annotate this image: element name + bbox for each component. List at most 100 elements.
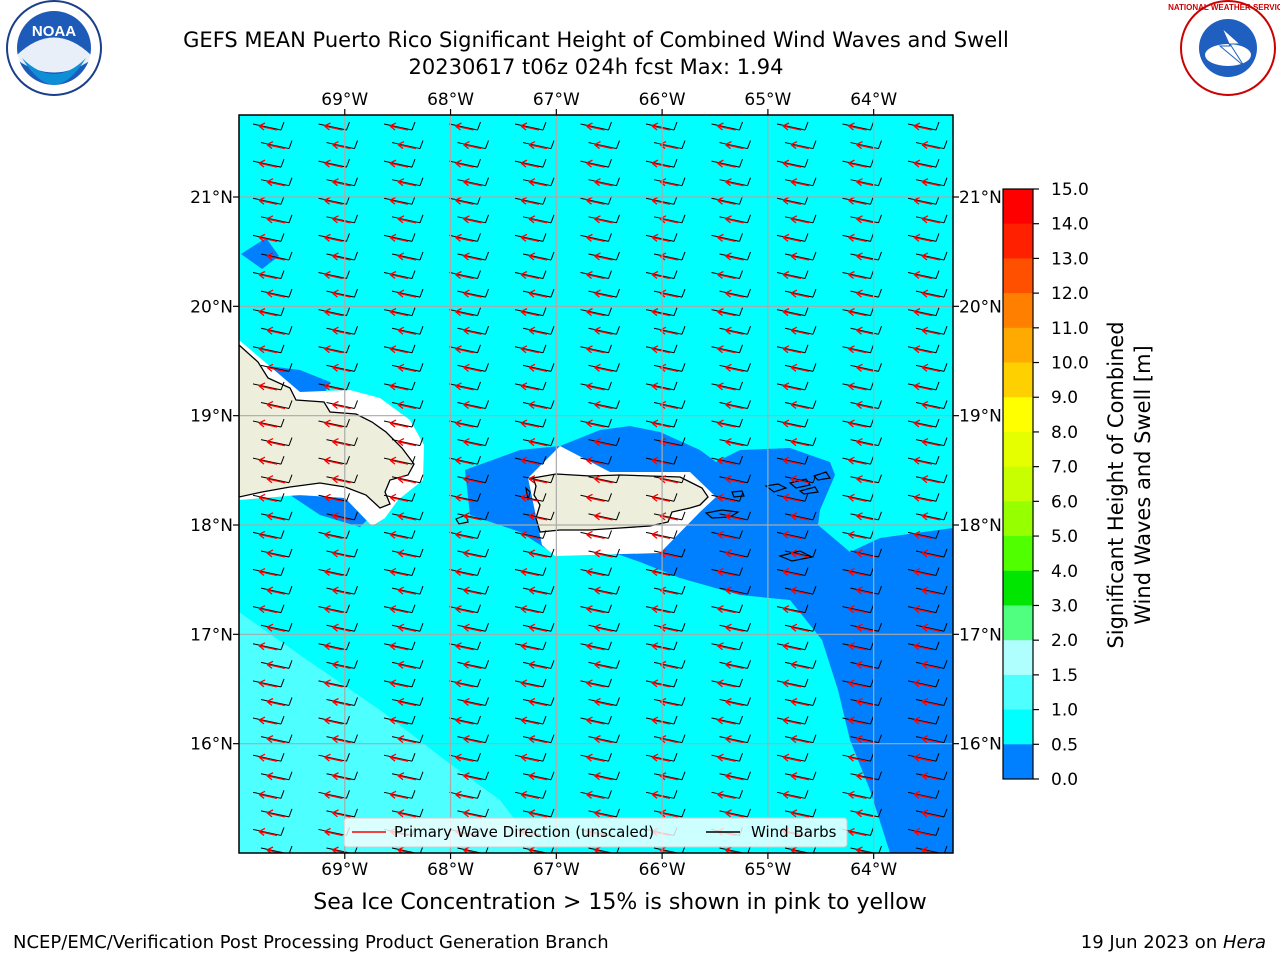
wave-direction-arrow xyxy=(913,605,933,614)
wave-direction-arrow xyxy=(520,493,540,502)
wind-barb xyxy=(318,307,350,317)
wave-direction-arrow xyxy=(332,735,351,744)
wind-barb xyxy=(653,697,686,706)
wave-direction-arrow xyxy=(651,790,671,799)
wind-barb xyxy=(776,455,809,465)
wave-direction-arrow xyxy=(848,159,867,168)
wave-direction-arrow xyxy=(332,326,351,335)
colorbar-segment xyxy=(1003,501,1033,537)
wave-direction-arrow xyxy=(266,623,286,632)
wind-barb xyxy=(784,474,817,484)
wave-direction-arrow xyxy=(790,697,810,707)
wind-barb xyxy=(260,363,293,372)
wave-direction-arrow xyxy=(397,400,417,410)
wind-barb xyxy=(260,437,293,447)
lon-label-top: 64°W xyxy=(850,90,897,110)
wave-direction-arrow xyxy=(463,178,482,187)
wave-direction-arrow xyxy=(266,512,286,521)
wind-barb xyxy=(449,455,481,465)
wind-barb xyxy=(588,326,620,335)
wave-direction-arrow xyxy=(332,363,351,372)
wind-barb xyxy=(915,548,948,558)
wave-direction-arrow xyxy=(725,697,744,707)
wave-direction-arrow xyxy=(594,735,613,744)
wave-direction-arrow xyxy=(856,363,875,372)
colorbar-segment xyxy=(1003,431,1033,468)
vector-field xyxy=(252,121,948,853)
map-legend: Primary Wave Direction (unscaled) Wind B… xyxy=(343,817,848,848)
colorbar-segment xyxy=(1003,293,1033,329)
wind-barb xyxy=(915,326,948,335)
wave-direction-arrow xyxy=(913,233,933,243)
wind-barb xyxy=(645,381,678,391)
wind-barb xyxy=(391,660,424,669)
wind-barb xyxy=(522,697,555,706)
wave-direction-arrow xyxy=(913,642,933,651)
colorbar-tick-label: 9.0 xyxy=(1051,388,1078,408)
wind-barb xyxy=(915,585,948,595)
wave-direction-arrow xyxy=(586,679,605,688)
wave-direction-arrow xyxy=(848,827,867,837)
wave-direction-arrow xyxy=(913,419,933,428)
wind-barb xyxy=(391,623,424,632)
lon-label-bottom: 64°W xyxy=(850,860,897,880)
wave-direction-arrow xyxy=(520,605,540,614)
wave-direction-arrow xyxy=(790,215,810,224)
wind-barb xyxy=(580,790,612,799)
wave-direction-arrow xyxy=(332,400,351,410)
wind-barb xyxy=(260,660,293,669)
wave-direction-arrow xyxy=(594,772,613,781)
wind-barb xyxy=(776,158,809,168)
wind-barb xyxy=(915,511,948,521)
culebra-island xyxy=(731,490,745,498)
wave-direction-arrow xyxy=(594,475,613,484)
wave-direction-arrow xyxy=(258,159,278,168)
wave-direction-arrow xyxy=(913,159,933,168)
colorbar-tick-label: 4.0 xyxy=(1051,562,1078,582)
wind-barb xyxy=(514,344,547,354)
wave-direction-arrow xyxy=(266,735,286,744)
colorbar-tick-label: 2.0 xyxy=(1051,631,1078,651)
wave-direction-arrow xyxy=(651,456,671,465)
wave-direction-arrow xyxy=(324,716,343,725)
wave-direction-arrow xyxy=(921,549,941,558)
wave-direction-arrow xyxy=(782,530,802,540)
wind-barb xyxy=(915,771,948,781)
wave-direction-arrow xyxy=(528,735,548,744)
wind-barb xyxy=(391,363,424,372)
wind-barb xyxy=(326,734,358,744)
wind-barb xyxy=(383,233,416,242)
wave-direction-arrow xyxy=(848,270,867,280)
wave-direction-arrow xyxy=(455,679,474,688)
wind-barb xyxy=(907,381,940,391)
wind-barb xyxy=(645,641,678,651)
wind-barb xyxy=(449,307,481,317)
wind-barb xyxy=(326,288,358,298)
wave-direction-arrow xyxy=(790,735,810,744)
wind-barb xyxy=(326,140,358,150)
wave-direction-arrow xyxy=(332,660,351,669)
wave-direction-arrow xyxy=(324,679,343,688)
wave-direction-arrow xyxy=(455,382,474,391)
wind-barb xyxy=(260,771,293,781)
wave-direction-arrow xyxy=(651,493,671,502)
wind-barb xyxy=(580,567,612,577)
wind-barb xyxy=(449,530,481,539)
wave-direction-arrow xyxy=(717,605,736,614)
wind-barb xyxy=(260,474,293,484)
lat-label-left: 17°N xyxy=(190,625,233,645)
wave-direction-arrow xyxy=(594,549,613,558)
wave-direction-arrow xyxy=(913,827,933,837)
wave-direction-arrow xyxy=(258,567,278,577)
wave-direction-arrow xyxy=(651,196,671,205)
wind-barb xyxy=(457,400,489,409)
wave-direction-arrow xyxy=(463,289,482,298)
wind-barb xyxy=(522,437,555,447)
wind-barb xyxy=(842,567,874,577)
wind-barb xyxy=(588,140,620,150)
wind-barb xyxy=(383,344,416,354)
wave-direction-arrow xyxy=(913,753,933,762)
wind-barb xyxy=(711,270,743,280)
wind-barb xyxy=(645,270,678,280)
lat-label-right: 18°N xyxy=(959,516,1002,536)
